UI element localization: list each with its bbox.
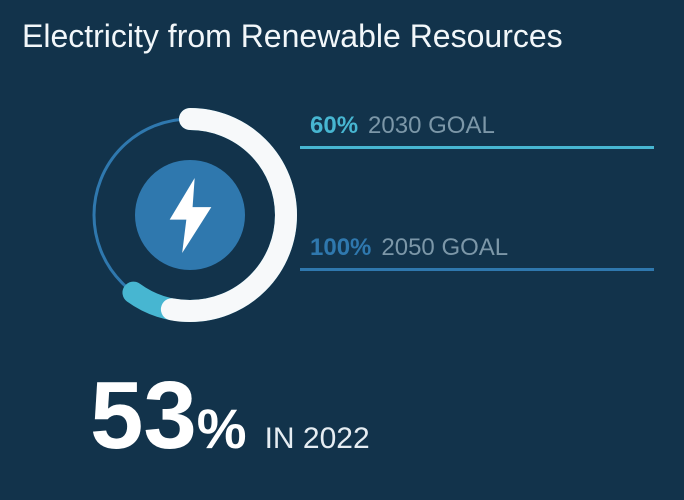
headline-stat: 53% IN 2022 [90, 368, 370, 464]
goal-label: 2050 GOAL [381, 234, 508, 262]
goal-label: 2030 GOAL [368, 112, 495, 140]
goal-underline [300, 268, 654, 271]
goal-row-2030: 60% 2030 GOAL [300, 112, 654, 149]
goal-row-2050: 100% 2050 GOAL [300, 234, 654, 271]
percent-sign: % [197, 397, 247, 460]
goal-text: 100% 2050 GOAL [300, 234, 654, 262]
goal-percent: 100% [310, 234, 371, 262]
headline-value: 53% [90, 368, 247, 464]
card-title: Electricity from Renewable Resources [22, 18, 563, 55]
goal-percent: 60% [310, 112, 358, 140]
gauge-center [135, 160, 245, 270]
goal-text: 60% 2030 GOAL [300, 112, 654, 140]
goal-underline [300, 146, 654, 149]
headline-label: IN 2022 [265, 422, 370, 456]
infographic-card: Electricity from Renewable Resources 60%… [0, 0, 684, 500]
headline-number: 53 [90, 362, 197, 469]
bolt-icon [163, 178, 218, 253]
progress-gauge [70, 95, 310, 335]
